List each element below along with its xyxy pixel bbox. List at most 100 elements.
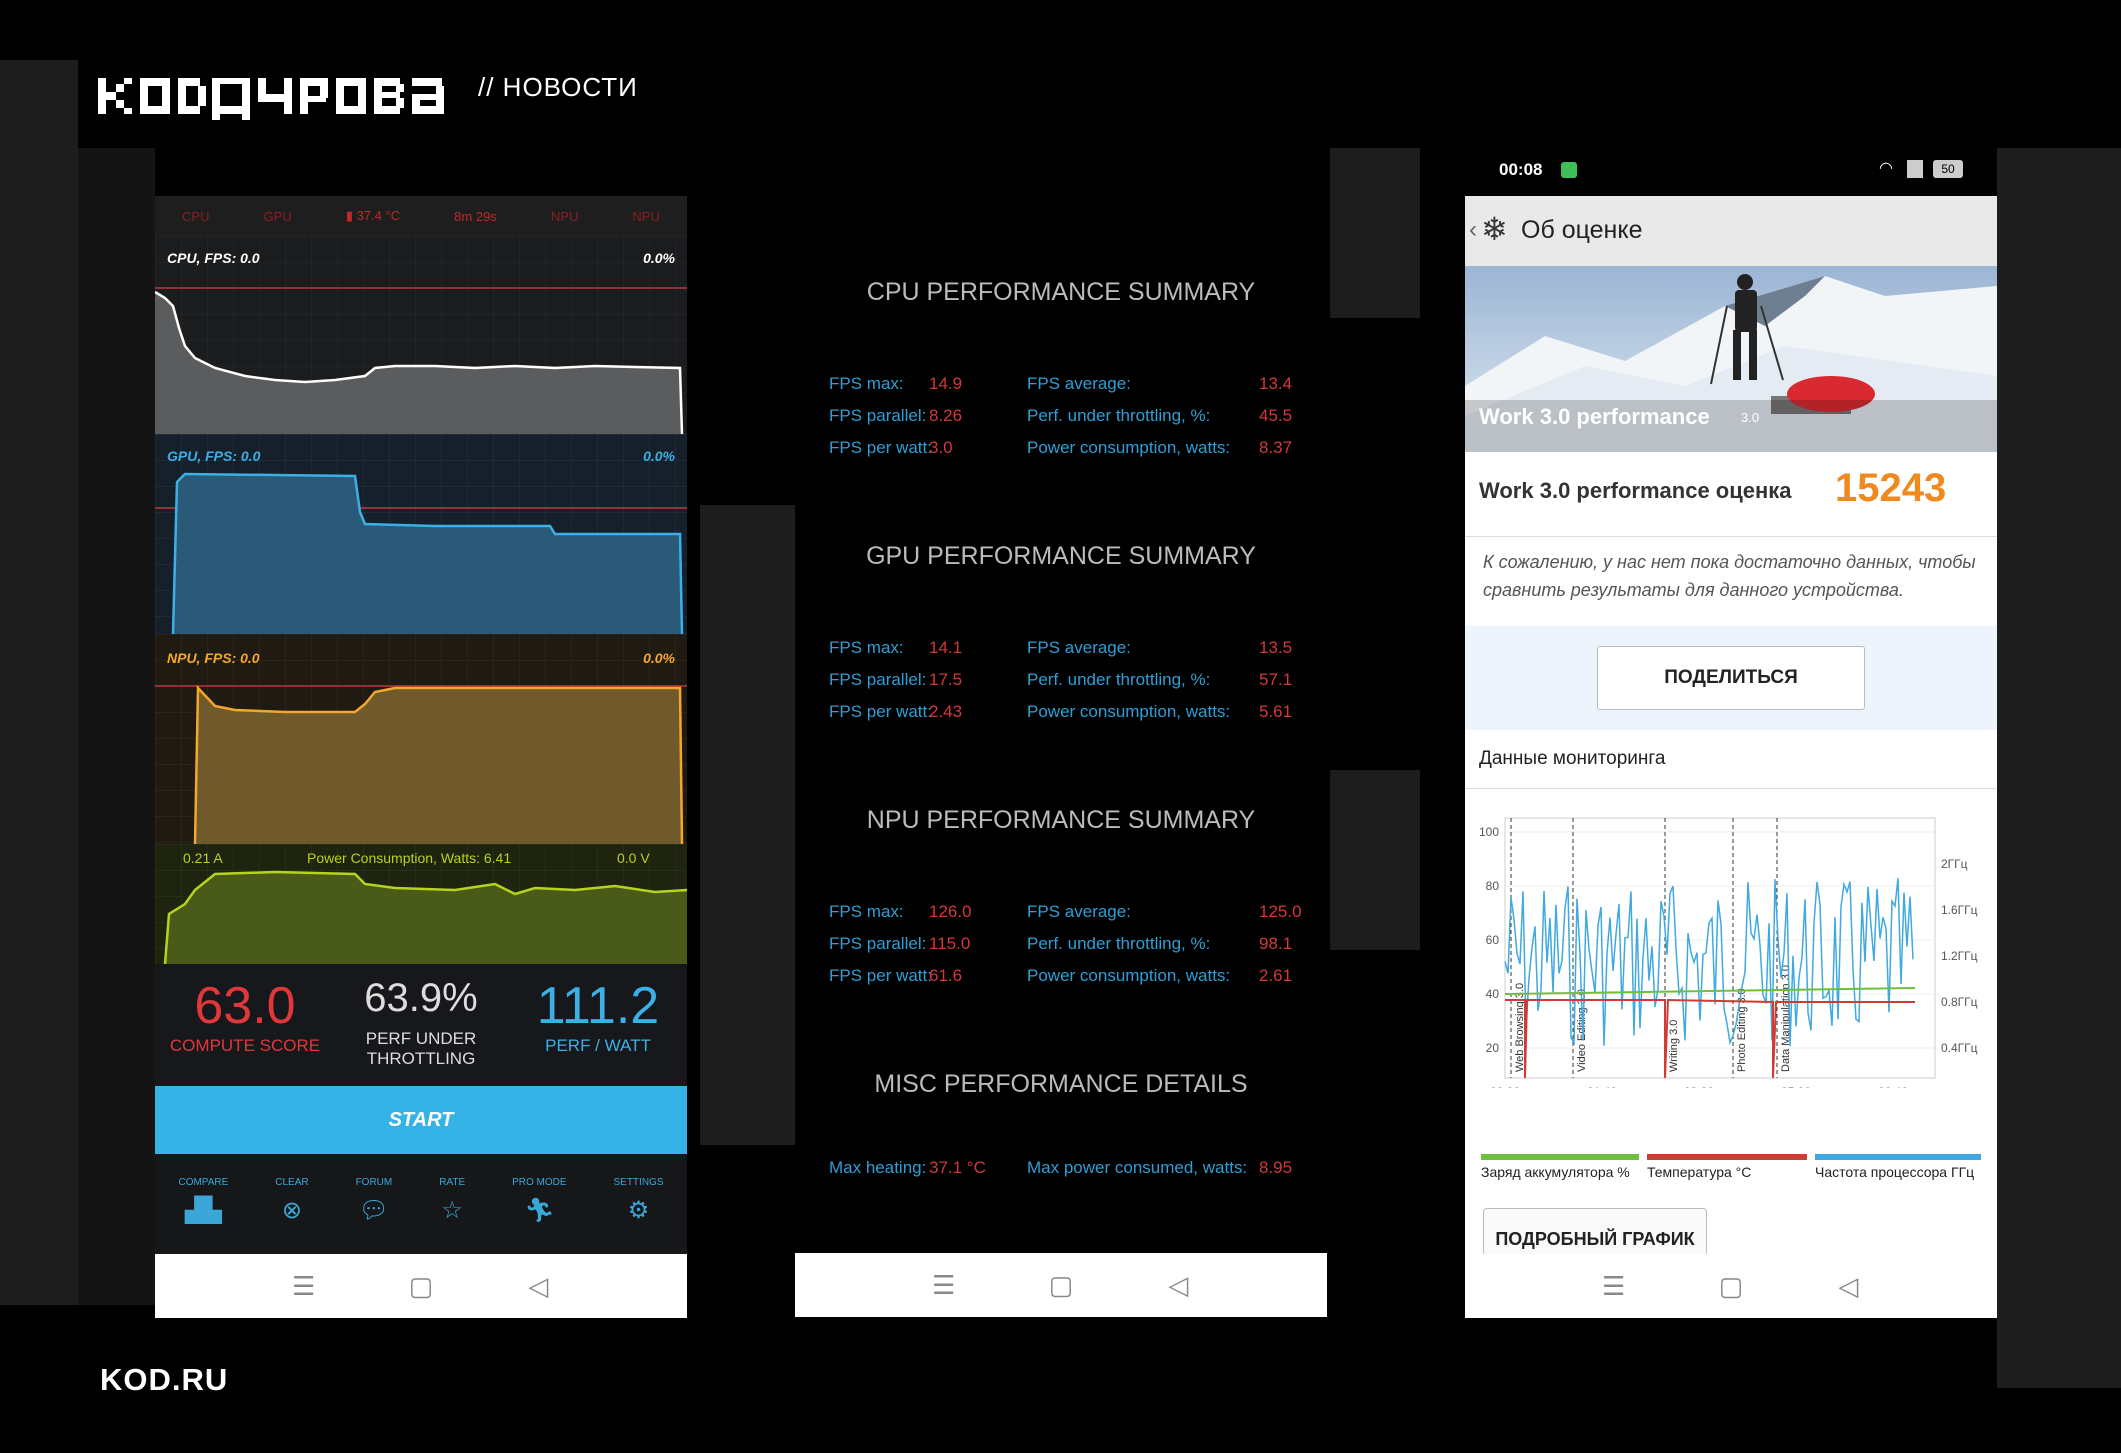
npu-row-1-cell-2: Perf. under throttling, %: <box>1027 934 1211 953</box>
recents-icon[interactable]: ☰ <box>1602 1270 1626 1301</box>
segment-label: Web Browsing 3.0 <box>1514 983 1526 1072</box>
section-label[interactable]: // НОВОСТИ <box>478 72 638 102</box>
score-panel: 63.0 COMPUTE SCORE 63.9% PERF UNDER THRO… <box>155 966 687 1084</box>
clear-button[interactable]: CLEAR ⊗ <box>275 1161 308 1251</box>
npu-graph: NPU, FPS: 0.0 0.0% <box>155 634 687 845</box>
y-left-tick: 60 <box>1486 933 1500 947</box>
legend-temp: Температура °C <box>1647 1154 1807 1180</box>
cpu-graph: CPU, FPS: 0.0 0.0% <box>155 236 687 435</box>
segment-label: Writing 3.0 <box>1668 1020 1680 1072</box>
cpu-row-2-cell-3: 8.37 <box>1259 438 1293 457</box>
divider <box>1465 788 1997 789</box>
gpu-row-1-cell-2: Perf. under throttling, %: <box>1027 670 1211 689</box>
forum-label: FORUM <box>355 1177 393 1188</box>
sim-icon <box>1907 160 1923 178</box>
hero-badge: 3.0 <box>1741 410 1760 425</box>
compare-button[interactable]: COMPARE ▟▙ <box>178 1161 228 1251</box>
gpu-row-2-cell-0: FPS per watt: <box>829 702 932 721</box>
legend-temp-bar <box>1647 1154 1807 1160</box>
cpu-row-1-cell-2: Perf. under throttling, %: <box>1027 406 1211 425</box>
y-left-tick: 100 <box>1479 825 1499 839</box>
score-value: 15243 <box>1835 466 1947 510</box>
legend-cpu-bar <box>1815 1154 1981 1160</box>
home-icon[interactable]: ▢ <box>1048 1269 1074 1300</box>
compute-score-value: 63.0 <box>194 977 296 1035</box>
clear-icon: ⊗ <box>281 1197 302 1224</box>
chart-frame <box>1504 817 1936 1079</box>
gpu-row-1-cell-1: 17.5 <box>929 670 963 689</box>
phone-pcmark: 00:08 ◠ 50 ‹ ❄ Об оценке Work 3.0 perfor… <box>1465 148 1997 1318</box>
gpu-row-0-cell-3: 13.5 <box>1259 638 1293 657</box>
back-icon[interactable]: ◁ <box>1168 1269 1189 1300</box>
forum-button[interactable]: FORUM 💬︎ <box>356 1161 393 1251</box>
npu-row-0-cell-1: 126.0 <box>929 902 972 921</box>
misc-row-0-cell-1: 37.1 °C <box>929 1158 986 1177</box>
x-tick: 06:40 <box>1878 1085 1908 1088</box>
phone-summary: CPU PERFORMANCE SUMMARY FPS max: 14.9 FPS a… <box>795 196 1327 1318</box>
footer-site[interactable]: KOD.RU <box>100 1362 229 1397</box>
legend-cpu-freq: Частота процессора ГГц <box>1815 1154 1981 1180</box>
android-navbar: ☰ ▢ ◁ <box>155 1254 687 1318</box>
android-navbar-3: ☰ ▢ ◁ <box>1465 1254 1997 1318</box>
back-icon[interactable]: ◁ <box>1838 1270 1859 1301</box>
back-icon[interactable]: ◁ <box>528 1270 549 1301</box>
perf-watt-score: 111.2 PERF / WATT <box>515 976 681 1056</box>
cpu-graph-svg <box>155 236 687 435</box>
snowflake-icon: ❄ <box>1481 211 1508 247</box>
notification-icon <box>1561 162 1577 178</box>
cpu-row-1-cell-1: 8.26 <box>929 406 963 425</box>
recents-icon[interactable]: ☰ <box>932 1269 956 1300</box>
logo <box>98 78 444 120</box>
cpu-row-0-cell-2: FPS average: <box>1027 374 1131 393</box>
pro-mode-button[interactable]: PRO MODE 🏃︎ <box>512 1161 566 1251</box>
x-tick: 05:00 <box>1781 1085 1811 1088</box>
npu-row-2-cell-3: 2.61 <box>1259 966 1293 985</box>
gpu-row-0-cell-1: 14.1 <box>929 638 963 657</box>
score-line: Work 3.0 performance оценка 15243 <box>1465 452 1997 537</box>
cpu-pct: 0.0% <box>643 250 675 266</box>
recents-icon[interactable]: ☰ <box>292 1270 316 1301</box>
rate-button[interactable]: RATE ☆ <box>439 1161 465 1251</box>
legend-battery: Заряд аккумулятора % <box>1481 1154 1639 1180</box>
cpu-row-1-cell-3: 45.5 <box>1259 406 1293 425</box>
topbar-cpu: CPU <box>182 208 210 224</box>
bg-block-right <box>1997 148 2121 1388</box>
npu-row-1-cell-1: 115.0 <box>929 934 971 953</box>
notice-text: К сожалению, у нас нет пока достаточно д… <box>1483 552 1976 600</box>
misc-summary-title: MISC PERFORMANCE DETAILS <box>874 1070 1248 1098</box>
pro-mode-label: PRO MODE <box>512 1177 567 1188</box>
topbar-npu2: NPU <box>632 208 660 224</box>
npu-row-2-cell-0: FPS per watt: <box>829 966 932 985</box>
npu-summary-title: NPU PERFORMANCE SUMMARY <box>866 806 1256 834</box>
status-topbar: CPU GPU ▮ 37.4 °C 8m 29s NPU NPU <box>155 196 687 236</box>
wifi-icon: ◠ <box>1879 160 1893 177</box>
npu-row-1-cell-0: FPS parallel: <box>829 934 927 953</box>
npu-pct: 0.0% <box>643 650 675 666</box>
app-titlebar: ‹ ❄ Об оценке <box>1465 196 1997 266</box>
temperature-line <box>1505 998 1915 1079</box>
gpu-row-2-cell-2: Power consumption, watts: <box>1027 702 1231 721</box>
power-amp: 0.21 A <box>183 850 223 866</box>
hero-svg <box>1465 266 1997 452</box>
power-volt: 0.0 V <box>617 850 650 866</box>
hero-label: Work 3.0 performance <box>1479 404 1710 429</box>
battery-line <box>1504 987 1916 995</box>
compare-label: COMPARE <box>178 1177 229 1188</box>
bg-block-left-mid <box>78 148 155 1305</box>
topbar-npu: NPU <box>550 208 579 224</box>
topbar-temp: ▮ 37.4 °C <box>345 208 401 223</box>
home-icon[interactable]: ▢ <box>1718 1270 1744 1301</box>
settings-button[interactable]: SETTINGS ⚙ <box>613 1161 663 1251</box>
power-graph-svg <box>155 844 687 965</box>
share-button[interactable]: ПОДЕЛИТЬСЯ <box>1597 646 1865 710</box>
bg-block-center <box>700 505 795 1145</box>
cpu-fps-label: CPU, FPS: 0.0 <box>167 250 260 266</box>
cpu-summary-title: CPU PERFORMANCE SUMMARY <box>866 278 1256 306</box>
start-button[interactable]: START <box>155 1086 687 1154</box>
npu-row-2-cell-2: Power consumption, watts: <box>1027 966 1231 985</box>
cpu-row-0-cell-1: 14.9 <box>929 374 963 393</box>
compute-score: 63.0 COMPUTE SCORE <box>165 976 325 1056</box>
home-icon[interactable]: ▢ <box>408 1270 434 1301</box>
throttle-score: 63.9% PERF UNDER THROTTLING <box>341 976 501 1069</box>
back-chevron-icon[interactable]: ‹ <box>1469 216 1477 243</box>
